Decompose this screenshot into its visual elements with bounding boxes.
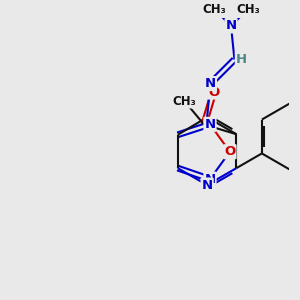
Text: O: O (224, 145, 236, 158)
Text: O: O (208, 85, 219, 98)
Text: CH₃: CH₃ (172, 94, 197, 108)
Text: H: H (236, 53, 247, 66)
Text: N: N (205, 77, 216, 90)
Text: N: N (204, 172, 215, 186)
Text: CH₃: CH₃ (202, 3, 226, 16)
Text: CH₃: CH₃ (236, 3, 260, 16)
Text: N: N (202, 178, 213, 191)
Text: N: N (226, 20, 237, 32)
Text: N: N (204, 118, 215, 131)
